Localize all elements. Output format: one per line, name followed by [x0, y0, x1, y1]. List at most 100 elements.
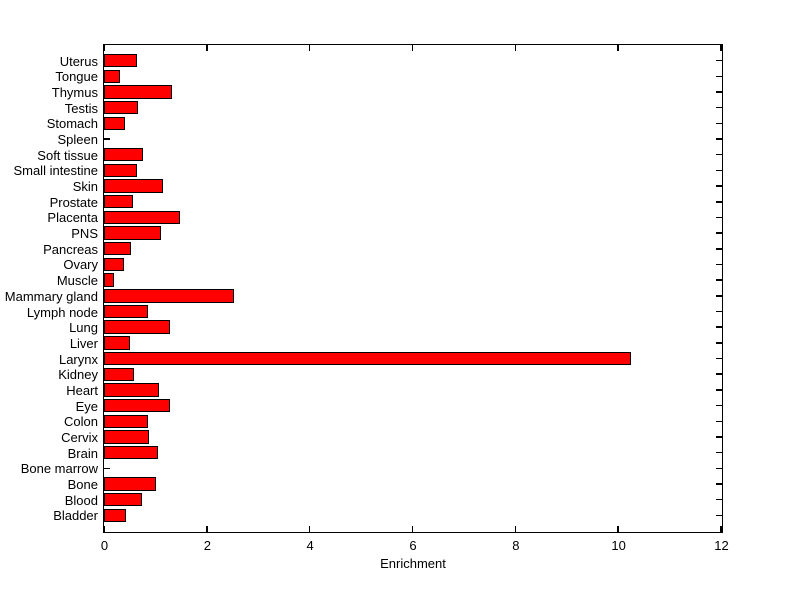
- y-tick-label-uterus: Uterus: [59, 53, 98, 69]
- y-tick-label-pancreas: Pancreas: [43, 241, 98, 257]
- y-tick-label-eye: Eye: [75, 398, 98, 414]
- y-tick-mark: [716, 248, 722, 250]
- bar-placenta: [104, 210, 180, 225]
- x-tick-mark: [103, 45, 105, 51]
- bar-kidney: [104, 367, 135, 381]
- x-tick-mark: [103, 526, 105, 532]
- y-tick-mark: [716, 153, 722, 156]
- y-tick-mark: [716, 91, 722, 93]
- y-tick-label-prostate: Prostate: [49, 194, 98, 210]
- x-axis-title: Enrichment: [380, 556, 446, 571]
- y-tick-mark: [716, 201, 722, 203]
- bar-lymph-node: [104, 304, 149, 319]
- x-tick-mark: [308, 526, 311, 532]
- y-tick-mark: [716, 279, 722, 281]
- x-tick-label: 6: [409, 538, 417, 553]
- plot-area: [103, 44, 723, 533]
- bar-heart: [104, 383, 160, 397]
- bar-soft-tissue: [104, 148, 144, 162]
- y-tick-label-colon: Colon: [64, 414, 98, 430]
- y-tick-label-muscle: Muscle: [56, 273, 98, 289]
- x-tick-mark: [206, 526, 208, 532]
- bar-liver: [104, 336, 130, 350]
- y-tick-mark: [716, 138, 722, 140]
- bar-tongue: [104, 69, 121, 84]
- x-tick-label: 2: [203, 538, 211, 553]
- y-tick-mark: [716, 451, 722, 454]
- bar-brain: [104, 445, 158, 460]
- y-tick-mark: [104, 138, 110, 140]
- bar-prostate: [104, 195, 133, 209]
- bar-ovary: [104, 257, 124, 272]
- x-tick-mark: [617, 45, 619, 51]
- y-tick-mark: [716, 295, 722, 297]
- y-tick-label-testis: Testis: [64, 100, 98, 116]
- bar-uterus: [104, 53, 138, 68]
- y-tick-label-pns: PNS: [71, 226, 98, 242]
- bar-mammary-gland: [104, 289, 235, 303]
- y-tick-mark: [716, 169, 722, 172]
- bar-skin: [104, 179, 164, 193]
- y-tick-label-larynx: Larynx: [58, 351, 98, 367]
- y-tick-label-soft-tissue: Soft tissue: [37, 147, 98, 163]
- bar-larynx: [104, 351, 632, 366]
- bar-eye: [104, 398, 171, 413]
- bar-small-intestine: [104, 163, 138, 178]
- bar-testis: [104, 101, 138, 115]
- x-tick-label: 10: [611, 538, 626, 553]
- y-tick-mark: [716, 420, 722, 422]
- bar-bone: [104, 477, 156, 491]
- y-tick-mark: [716, 357, 722, 360]
- y-tick-label-bladder: Bladder: [53, 508, 98, 524]
- x-tick-mark: [514, 526, 517, 532]
- y-tick-mark: [716, 59, 722, 62]
- y-tick-mark: [716, 373, 722, 375]
- bar-bladder: [104, 508, 126, 522]
- bar-thymus: [104, 85, 172, 99]
- y-tick-mark: [716, 106, 722, 109]
- y-tick-label-placenta: Placenta: [47, 210, 98, 226]
- bar-stomach: [104, 116, 126, 131]
- x-tick-label: 4: [306, 538, 314, 553]
- bar-lung: [104, 320, 170, 334]
- y-tick-label-kidney: Kidney: [58, 367, 98, 383]
- y-tick-label-stomach: Stomach: [46, 116, 98, 132]
- y-tick-mark: [716, 122, 722, 125]
- y-tick-label-liver: Liver: [69, 335, 98, 351]
- y-tick-mark: [716, 404, 722, 407]
- x-tick-mark: [617, 526, 619, 532]
- x-tick-label: 8: [512, 538, 520, 553]
- y-tick-mark: [716, 514, 722, 517]
- y-tick-label-brain: Brain: [67, 445, 98, 461]
- x-tick-mark: [411, 526, 414, 532]
- bar-colon: [104, 414, 149, 428]
- y-tick-label-heart: Heart: [66, 382, 98, 398]
- bar-pns: [104, 226, 161, 240]
- y-tick-label-bone: Bone: [67, 476, 98, 492]
- bars-layer: [104, 45, 722, 532]
- x-tick-mark: [720, 45, 722, 51]
- y-tick-label-lymph-node: Lymph node: [26, 304, 98, 320]
- y-tick-label-cervix: Cervix: [61, 429, 98, 445]
- y-tick-label-ovary: Ovary: [63, 257, 98, 273]
- x-tick-mark: [514, 45, 517, 51]
- x-tick-label: 12: [714, 538, 729, 553]
- x-tick-mark: [720, 526, 722, 532]
- y-tick-mark: [716, 185, 722, 187]
- y-tick-mark: [716, 263, 722, 266]
- y-tick-label-spleen: Spleen: [57, 132, 98, 148]
- y-tick-label-small-intestine: Small intestine: [13, 163, 98, 179]
- y-tick-label-bone-marrow: Bone marrow: [20, 461, 98, 477]
- y-tick-mark: [716, 310, 722, 313]
- x-tick-mark: [206, 45, 208, 51]
- bar-pancreas: [104, 242, 131, 256]
- y-tick-mark: [716, 483, 722, 485]
- y-tick-mark: [716, 232, 722, 234]
- y-tick-label-blood: Blood: [64, 492, 98, 508]
- x-tick-mark: [308, 45, 311, 51]
- y-tick-mark: [716, 389, 722, 391]
- y-tick-mark: [716, 436, 722, 438]
- y-tick-label-lung: Lung: [69, 320, 98, 336]
- x-tick-mark: [411, 45, 414, 51]
- y-tick-label-tongue: Tongue: [55, 69, 98, 85]
